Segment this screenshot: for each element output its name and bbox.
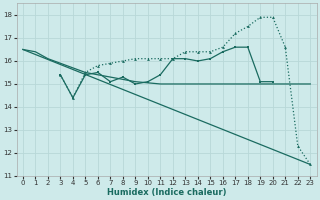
X-axis label: Humidex (Indice chaleur): Humidex (Indice chaleur) — [107, 188, 226, 197]
